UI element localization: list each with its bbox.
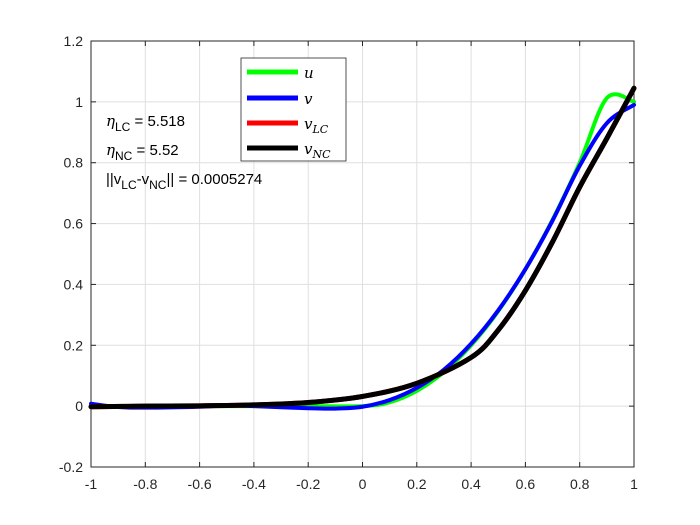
x-tick-label: 0.8 — [570, 476, 590, 492]
series-line-v-nc — [88, 85, 637, 410]
annotation-eta-nc: ηNC = 5.52 — [106, 141, 179, 163]
y-tick-label: 0.6 — [64, 216, 84, 232]
grid — [90, 40, 635, 468]
x-tick-label: 0.2 — [407, 476, 427, 492]
series-group — [88, 85, 637, 411]
x-tick-label: -0.4 — [242, 476, 266, 492]
x-tick-label: 0 — [359, 476, 367, 492]
y-tick-label: 1 — [75, 94, 83, 110]
y-tick-label: 0.4 — [64, 276, 84, 292]
legend-box — [240, 57, 347, 162]
annotation-block: ηLC = 5.518 ηNC = 5.52 ||vLC-vNC|| = 0.0… — [106, 112, 262, 192]
annotation-norm: ||vLC-vNC|| = 0.0005274 — [106, 171, 262, 192]
y-tick-label: 1.2 — [64, 33, 84, 49]
y-tick-label: 0.2 — [64, 337, 84, 353]
y-tick-label: 0 — [75, 398, 83, 414]
legend-label-vlc: vLC — [304, 115, 329, 136]
y-tick-label: 0.8 — [64, 155, 84, 171]
x-tick-label: -0.2 — [296, 476, 320, 492]
y-tick-label: -0.2 — [59, 459, 83, 475]
x-tick-label: 0.4 — [461, 476, 481, 492]
y-axis: -0.2 0 0.2 0.4 0.6 0.8 1 1.2 — [59, 33, 634, 475]
x-tick-label: -0.6 — [188, 476, 212, 492]
x-tick-label: -1 — [85, 476, 98, 492]
legend-label-v: v — [304, 90, 313, 108]
annotation-eta-lc: ηLC = 5.518 — [106, 112, 185, 134]
x-axis: -1 -0.8 -0.6 -0.4 -0.2 0 0.2 0.4 0.6 0.8 1 — [85, 41, 638, 492]
x-tick-label: 0.6 — [516, 476, 536, 492]
legend: u v vLC vNC — [240, 57, 347, 162]
legend-label-u: u — [304, 64, 314, 82]
x-tick-label: 1 — [630, 476, 638, 492]
x-tick-label: -0.8 — [133, 476, 157, 492]
legend-label-vnc: vNC — [304, 140, 331, 161]
